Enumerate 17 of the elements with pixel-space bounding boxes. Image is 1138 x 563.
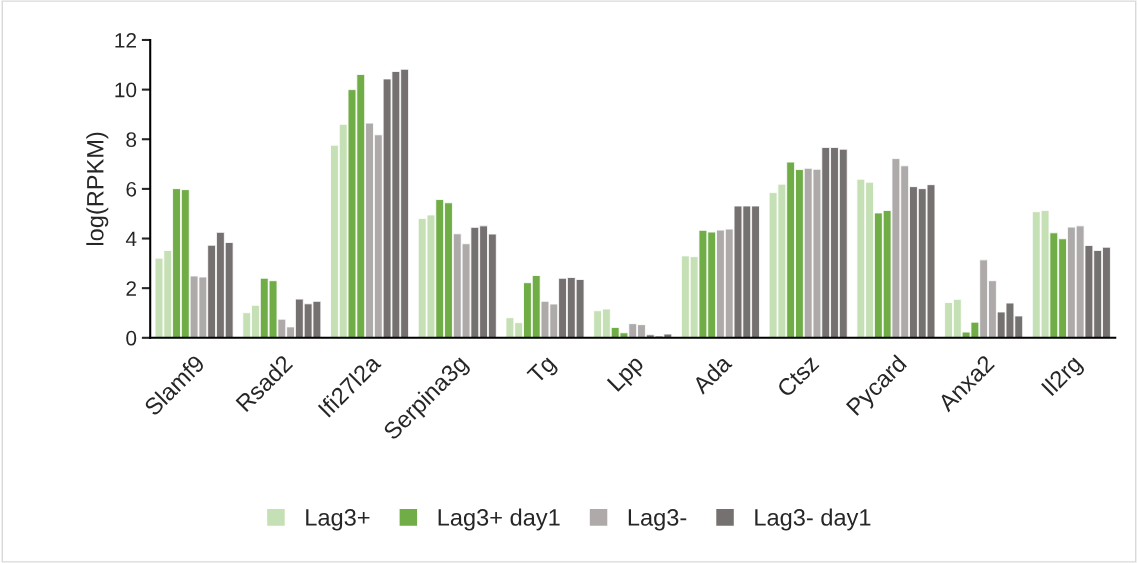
y-tick-label: 2 [126,281,136,296]
legend-label: Lag3+ day1 [438,508,560,531]
y-tick-label: 0 [126,330,137,346]
y-tick-label: 10 [115,82,137,98]
legend-label: Lag3- [628,509,687,531]
y-tick-label: 8 [126,132,137,147]
x-tick-label: Il2rg [1040,354,1086,400]
x-tick-label: Tg [526,354,560,388]
y-tick-label: 4 [125,231,137,247]
y-axis-title: log(RPKM) [86,132,109,246]
y-tick-label: 6 [126,181,137,197]
legend-label: Lag3- day1 [755,508,871,531]
legend-label: Lag3+ [306,509,370,531]
x-tick-label: Ctsz [776,354,820,398]
x-tick-label: Lpp [606,354,648,396]
x-tick-label: Ada [690,353,733,396]
y-tick-label: 12 [115,32,136,48]
